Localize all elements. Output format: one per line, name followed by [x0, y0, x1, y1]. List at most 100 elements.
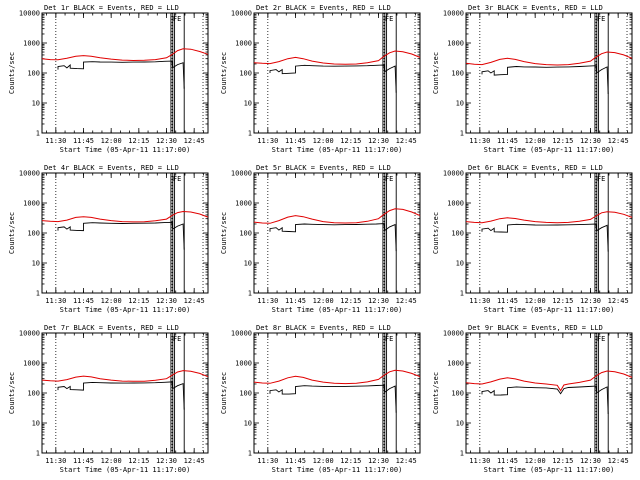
x-tick-label: 12:15 — [552, 137, 573, 145]
y-tick-label: 1 — [460, 290, 464, 298]
detector-panel-2: Det 2r BLACK = Events, RED = LLD 1 10 100 10… — [220, 4, 421, 154]
events-series-line — [481, 223, 609, 252]
x-tick-label: 11:45 — [285, 137, 306, 145]
y-tick-label: 1 — [248, 290, 252, 298]
x-tick-label: 11:30 — [257, 297, 278, 305]
x-tick-label: 11:30 — [469, 297, 490, 305]
x-tick-label: 12:15 — [128, 137, 149, 145]
detector-panel-7: Det 7r BLACK = Events, RED = LLD 1 10 100 10… — [8, 324, 209, 474]
y-tick-label: 10000 — [19, 10, 40, 18]
flag-label: FE — [597, 335, 605, 343]
y-axis-label: Counts/sec — [432, 52, 440, 94]
events-series-line — [269, 223, 397, 252]
y-axis-label: Counts/sec — [220, 212, 228, 254]
y-tick-label: 100 — [27, 70, 40, 78]
events-series-line — [269, 384, 397, 413]
x-tick-label: 12:00 — [101, 137, 122, 145]
y-tick-label: 10 — [32, 420, 40, 428]
flag-label: FE — [597, 175, 605, 183]
events-series-line — [57, 221, 185, 250]
y-tick-label: 1000 — [447, 200, 464, 208]
lld-series-line — [41, 210, 209, 223]
lld-series-line — [253, 208, 421, 224]
y-tick-label: 10 — [456, 260, 464, 268]
y-tick-label: 10 — [456, 100, 464, 108]
y-tick-label: 100 — [239, 390, 252, 398]
y-tick-label: 10 — [244, 420, 252, 428]
x-axis-label: Start Time (05-Apr-11 11:17:00) — [60, 306, 191, 314]
y-axis-label: Counts/sec — [432, 372, 440, 414]
x-tick-label: 12:15 — [340, 297, 361, 305]
x-tick-label: 12:00 — [101, 457, 122, 465]
flag-label: FE — [173, 175, 181, 183]
x-tick-label: 12:00 — [313, 137, 334, 145]
panel-title: Det 9r BLACK = Events, RED = LLD — [468, 324, 603, 332]
panel-title: Det 5r BLACK = Events, RED = LLD — [256, 164, 391, 172]
x-tick-label: 11:45 — [285, 457, 306, 465]
events-series-line — [57, 381, 185, 410]
y-tick-label: 1 — [36, 290, 40, 298]
y-tick-label: 10000 — [443, 10, 464, 18]
y-axis-label: Counts/sec — [220, 52, 228, 94]
x-tick-label: 11:45 — [73, 137, 94, 145]
detector-panel-9: Det 9r BLACK = Events, RED = LLD 1 10 100 10… — [432, 324, 633, 474]
y-tick-label: 100 — [27, 230, 40, 238]
x-tick-label: 11:30 — [45, 297, 66, 305]
events-series-line — [481, 65, 609, 95]
detector-panel-5: Det 5r BLACK = Events, RED = LLD 1 10 100 10… — [220, 164, 421, 314]
x-tick-label: 11:30 — [257, 457, 278, 465]
y-tick-label: 1 — [248, 450, 252, 458]
x-tick-label: 11:45 — [497, 297, 518, 305]
panel-title: Det 8r BLACK = Events, RED = LLD — [256, 324, 391, 332]
y-tick-label: 100 — [451, 70, 464, 78]
panel-title: Det 4r BLACK = Events, RED = LLD — [44, 164, 179, 172]
y-axis-label: Counts/sec — [8, 52, 16, 94]
y-axis-label: Counts/sec — [8, 212, 16, 254]
y-tick-label: 10000 — [443, 330, 464, 338]
y-tick-label: 1000 — [23, 360, 40, 368]
x-tick-label: 12:30 — [368, 137, 389, 145]
y-tick-label: 1000 — [235, 360, 252, 368]
x-tick-label: 12:15 — [552, 457, 573, 465]
x-tick-label: 11:30 — [469, 457, 490, 465]
x-tick-label: 12:45 — [396, 457, 417, 465]
x-tick-label: 12:15 — [128, 297, 149, 305]
y-tick-label: 10000 — [19, 170, 40, 178]
x-tick-label: 11:45 — [497, 457, 518, 465]
y-tick-label: 10000 — [231, 330, 252, 338]
x-tick-label: 12:30 — [580, 457, 601, 465]
detector-panel-1: Det 1r BLACK = Events, RED = LLD 1 10 100 10… — [8, 4, 209, 154]
y-tick-label: 1 — [460, 130, 464, 138]
y-tick-label: 100 — [451, 230, 464, 238]
x-tick-label: 12:15 — [552, 297, 573, 305]
y-tick-label: 1000 — [235, 200, 252, 208]
x-tick-label: 12:30 — [156, 297, 177, 305]
lld-series-line — [41, 48, 209, 62]
x-axis-label: Start Time (05-Apr-11 11:17:00) — [484, 146, 615, 154]
x-tick-label: 12:15 — [340, 457, 361, 465]
x-tick-label: 11:30 — [257, 137, 278, 145]
lld-series-line — [41, 370, 209, 382]
flag-label: FE — [173, 335, 181, 343]
x-tick-label: 12:45 — [608, 297, 629, 305]
x-tick-label: 12:15 — [340, 137, 361, 145]
events-series-line — [57, 60, 185, 89]
x-tick-label: 12:00 — [313, 457, 334, 465]
lld-series-line — [253, 50, 421, 65]
x-axis-label: Start Time (05-Apr-11 11:17:00) — [272, 466, 403, 474]
x-tick-label: 12:30 — [156, 137, 177, 145]
flag-label: FE — [597, 15, 605, 23]
y-tick-label: 1000 — [23, 40, 40, 48]
x-tick-label: 12:45 — [184, 457, 205, 465]
x-tick-label: 12:45 — [608, 137, 629, 145]
x-tick-label: 11:30 — [45, 137, 66, 145]
y-tick-label: 1000 — [235, 40, 252, 48]
x-tick-label: 12:30 — [368, 457, 389, 465]
x-tick-label: 12:45 — [184, 137, 205, 145]
y-tick-label: 10 — [32, 260, 40, 268]
x-axis-label: Start Time (05-Apr-11 11:17:00) — [60, 146, 191, 154]
flag-label: FE — [385, 175, 393, 183]
x-tick-label: 12:00 — [525, 137, 546, 145]
y-tick-label: 10 — [244, 260, 252, 268]
